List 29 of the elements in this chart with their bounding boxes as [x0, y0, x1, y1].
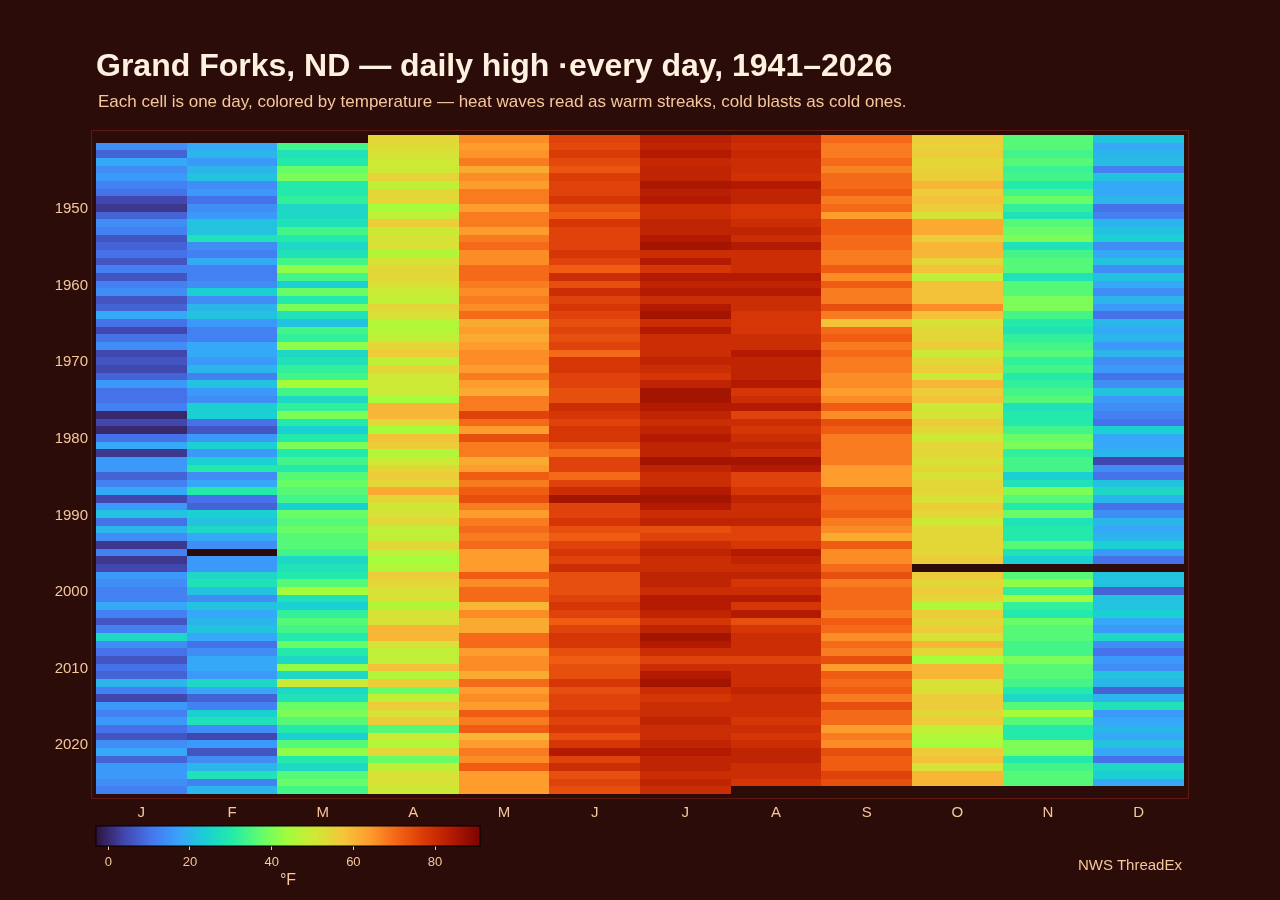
y-tick-label: 1950: [54, 199, 88, 217]
x-tick-label: A: [770, 803, 782, 820]
x-tick-label: D: [1133, 803, 1145, 820]
color-bar-label: 80: [427, 853, 443, 869]
x-tick-label: F: [227, 803, 237, 820]
y-tick-label: 2010: [54, 658, 88, 676]
color-bar-label: 60: [346, 853, 361, 869]
x-tick-label: M: [497, 803, 511, 820]
color-bar-title: °F: [279, 870, 297, 888]
chart-subtitle: Each cell is one day, colored by temperature — heat waves read as warm streaks, cold blasts as cold ones.: [98, 92, 907, 111]
y-tick-label: 1990: [54, 505, 88, 523]
x-tick-label: S: [861, 803, 872, 820]
text: NWS ThreadEx: [1078, 856, 1183, 873]
x-tick-label: O: [951, 803, 964, 820]
x-tick-label: M: [316, 803, 329, 820]
x-tick-label: J: [681, 803, 690, 820]
x-tick-label: J: [137, 803, 146, 820]
y-tick-label: 1960: [54, 275, 88, 293]
color-bar-label: 0: [104, 853, 112, 869]
y-tick-label: 2020: [54, 735, 88, 753]
x-tick-label: N: [1042, 803, 1054, 820]
y-tick-label: 2000: [54, 582, 88, 600]
x-tick-label: J: [590, 803, 599, 820]
color-bar-label: 40: [264, 853, 279, 869]
y-tick-label: 1980: [54, 428, 88, 446]
y-tick-label: 1970: [54, 352, 88, 370]
x-tick-label: A: [408, 803, 419, 820]
color-bar-label: 20: [182, 853, 198, 869]
chart-title: Grand Forks, ND — daily high ·every day, 1941–2026: [96, 47, 893, 84]
